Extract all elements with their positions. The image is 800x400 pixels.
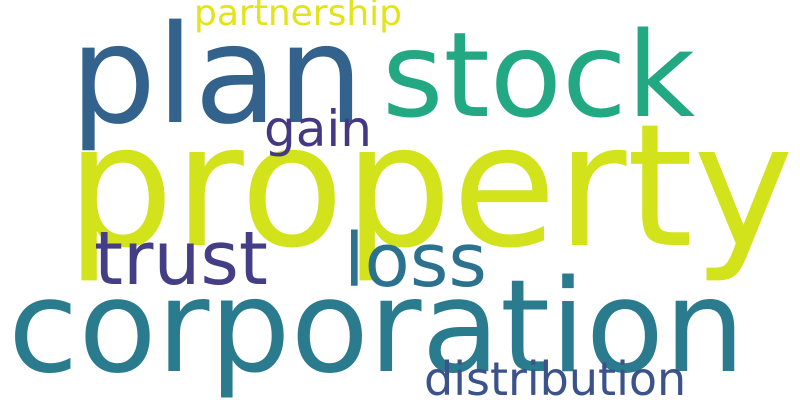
word-plan: plan — [70, 0, 364, 155]
word-stock: stock — [382, 6, 696, 144]
word-distribution: distribution — [424, 352, 687, 400]
word-trust: trust — [94, 216, 268, 302]
word-corporation: corporation — [8, 253, 746, 400]
word-property: property — [66, 88, 794, 286]
word-partnership: partnership — [194, 0, 403, 34]
word-loss: loss — [344, 218, 487, 304]
word-gain: gain — [264, 100, 372, 158]
